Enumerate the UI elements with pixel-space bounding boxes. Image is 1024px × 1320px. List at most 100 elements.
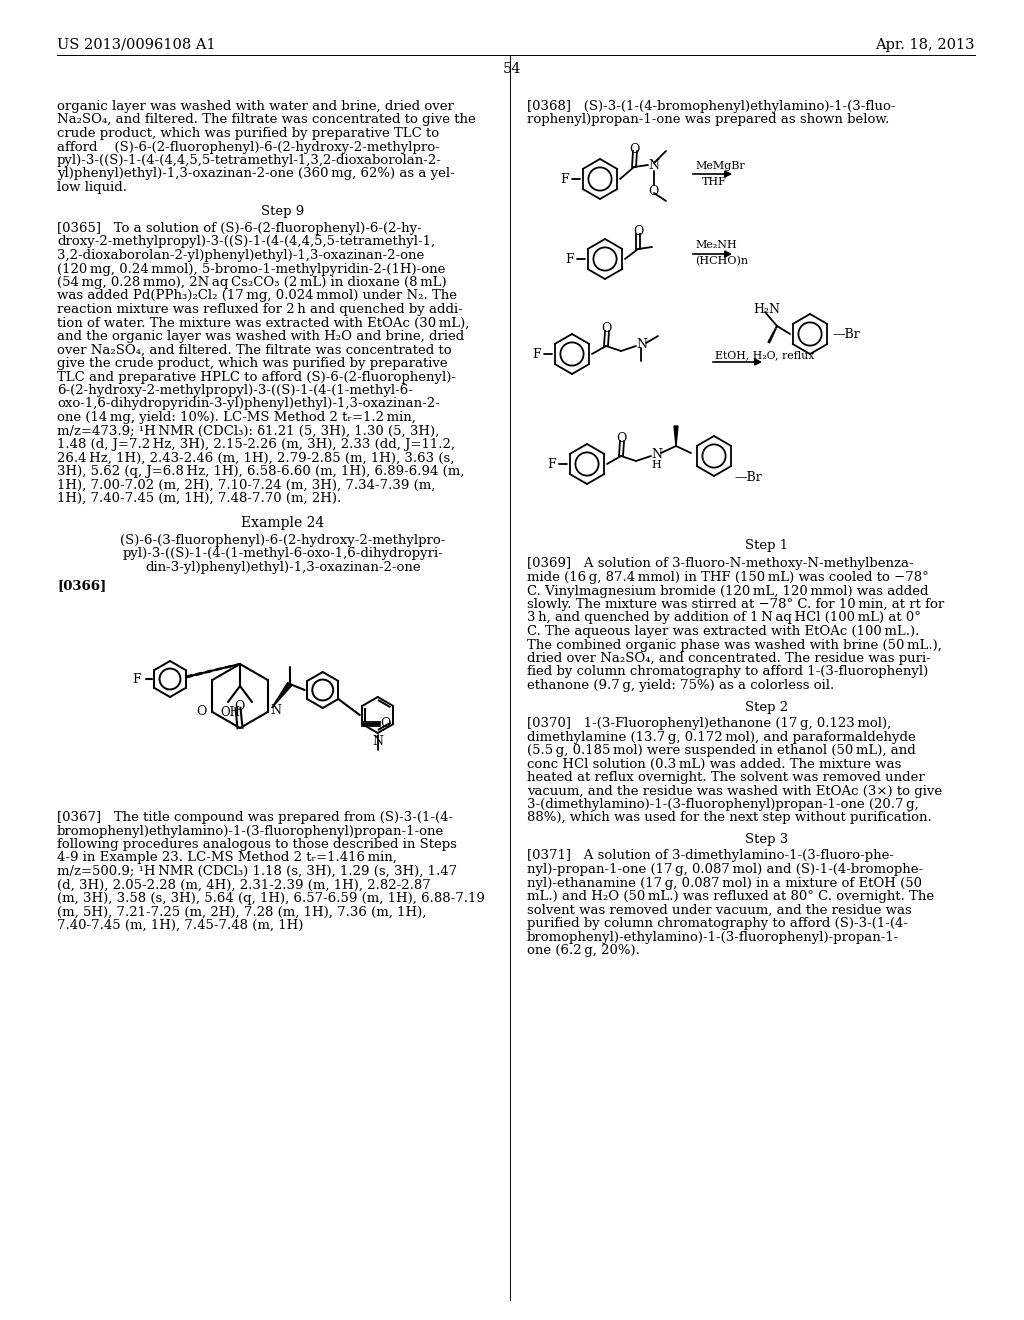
Text: solvent was removed under vacuum, and the residue was: solvent was removed under vacuum, and th… bbox=[527, 903, 911, 916]
Text: rophenyl)propan-1-one was prepared as shown below.: rophenyl)propan-1-one was prepared as sh… bbox=[527, 114, 890, 127]
Text: Step 9: Step 9 bbox=[261, 205, 304, 218]
Text: 7.40-7.45 (m, 1H), 7.45-7.48 (m, 1H): 7.40-7.45 (m, 1H), 7.45-7.48 (m, 1H) bbox=[57, 919, 303, 932]
Text: crude product, which was purified by preparative TLC to: crude product, which was purified by pre… bbox=[57, 127, 439, 140]
Text: (m, 3H), 3.58 (s, 3H), 5.64 (q, 1H), 6.57-6.59 (m, 1H), 6.88-7.19: (m, 3H), 3.58 (s, 3H), 5.64 (q, 1H), 6.5… bbox=[57, 892, 485, 906]
Text: MeMgBr: MeMgBr bbox=[695, 161, 744, 172]
Text: Me₂NH: Me₂NH bbox=[695, 240, 736, 249]
Text: (5.5 g, 0.185 mol) were suspended in ethanol (50 mL), and: (5.5 g, 0.185 mol) were suspended in eth… bbox=[527, 744, 915, 756]
Text: droxy-2-methylpropyl)-3-((S)-1-(4-(4,4,5,5-tetramethyl-1,: droxy-2-methylpropyl)-3-((S)-1-(4-(4,4,5… bbox=[57, 235, 435, 248]
Text: and the organic layer was washed with H₂O and brine, dried: and the organic layer was washed with H₂… bbox=[57, 330, 464, 343]
Text: pyl)-3-((S)-1-(4-(1-methyl-6-oxo-1,6-dihydropyri-: pyl)-3-((S)-1-(4-(1-methyl-6-oxo-1,6-dih… bbox=[123, 548, 443, 561]
Text: N: N bbox=[636, 338, 647, 351]
Text: 1H), 7.00-7.02 (m, 2H), 7.10-7.24 (m, 3H), 7.34-7.39 (m,: 1H), 7.00-7.02 (m, 2H), 7.10-7.24 (m, 3H… bbox=[57, 479, 435, 491]
Text: dried over Na₂SO₄, and concentrated. The residue was puri-: dried over Na₂SO₄, and concentrated. The… bbox=[527, 652, 931, 665]
Text: —Br: —Br bbox=[831, 327, 860, 341]
Text: F: F bbox=[132, 673, 140, 686]
Text: N: N bbox=[270, 704, 282, 717]
Text: organic layer was washed with water and brine, dried over: organic layer was washed with water and … bbox=[57, 100, 454, 114]
Text: 3H), 5.62 (q, J=6.8 Hz, 1H), 6.58-6.60 (m, 1H), 6.89-6.94 (m,: 3H), 5.62 (q, J=6.8 Hz, 1H), 6.58-6.60 (… bbox=[57, 465, 464, 478]
Text: m/z=473.9; ¹H NMR (CDCl₃): δ1.21 (5, 3H), 1.30 (5, 3H),: m/z=473.9; ¹H NMR (CDCl₃): δ1.21 (5, 3H)… bbox=[57, 425, 439, 437]
Text: —Br: —Br bbox=[734, 471, 762, 484]
Text: O: O bbox=[633, 224, 643, 238]
Text: [0368]   (S)-3-(1-(4-bromophenyl)ethylamino)-1-(3-fluo-: [0368] (S)-3-(1-(4-bromophenyl)ethylamin… bbox=[527, 100, 896, 114]
Text: (HCHO)n: (HCHO)n bbox=[695, 256, 749, 267]
Text: EtOH, H₂O, reflux: EtOH, H₂O, reflux bbox=[715, 350, 814, 360]
Text: C. Vinylmagnesium bromide (120 mL, 120 mmol) was added: C. Vinylmagnesium bromide (120 mL, 120 m… bbox=[527, 585, 929, 598]
Text: conc HCl solution (0.3 mL) was added. The mixture was: conc HCl solution (0.3 mL) was added. Th… bbox=[527, 758, 901, 771]
Text: 1.48 (d, J=7.2 Hz, 3H), 2.15-2.26 (m, 3H), 2.33 (dd, J=11.2,: 1.48 (d, J=7.2 Hz, 3H), 2.15-2.26 (m, 3H… bbox=[57, 438, 455, 451]
Text: m/z=500.9; ¹H NMR (CDCl₃) 1.18 (s, 3H), 1.29 (s, 3H), 1.47: m/z=500.9; ¹H NMR (CDCl₃) 1.18 (s, 3H), … bbox=[57, 865, 457, 878]
Text: [0371]   A solution of 3-dimethylamino-1-(3-fluoro-phe-: [0371] A solution of 3-dimethylamino-1-(… bbox=[527, 850, 894, 862]
Text: O: O bbox=[234, 700, 245, 713]
Text: O: O bbox=[616, 432, 627, 445]
Text: bromophenyl)-ethylamino)-1-(3-fluorophenyl)-propan-1-: bromophenyl)-ethylamino)-1-(3-fluorophen… bbox=[527, 931, 899, 944]
Text: Step 3: Step 3 bbox=[745, 833, 788, 846]
Text: bromophenyl)ethylamino)-1-(3-fluorophenyl)propan-1-one: bromophenyl)ethylamino)-1-(3-fluoropheny… bbox=[57, 825, 444, 837]
Text: C. The aqueous layer was extracted with EtOAc (100 mL.).: C. The aqueous layer was extracted with … bbox=[527, 624, 920, 638]
Polygon shape bbox=[674, 426, 678, 446]
Text: F: F bbox=[532, 348, 541, 360]
Text: mL.) and H₂O (50 mL.) was refluxed at 80° C. overnight. The: mL.) and H₂O (50 mL.) was refluxed at 80… bbox=[527, 890, 934, 903]
Text: O: O bbox=[648, 185, 658, 198]
Text: dimethylamine (13.7 g, 0.172 mol), and paraformaldehyde: dimethylamine (13.7 g, 0.172 mol), and p… bbox=[527, 730, 915, 743]
Text: 6-(2-hydroxy-2-methylpropyl)-3-((S)-1-(4-(1-methyl-6-: 6-(2-hydroxy-2-methylpropyl)-3-((S)-1-(4… bbox=[57, 384, 413, 397]
Text: (120 mg, 0.24 mmol), 5-bromo-1-methylpyridin-2-(1H)-one: (120 mg, 0.24 mmol), 5-bromo-1-methylpyr… bbox=[57, 263, 445, 276]
Text: vacuum, and the residue was washed with EtOAc (3×) to give: vacuum, and the residue was washed with … bbox=[527, 784, 942, 797]
Text: O: O bbox=[197, 705, 207, 718]
Text: 54: 54 bbox=[503, 62, 521, 77]
Text: [0369]   A solution of 3-fluoro-N-methoxy-N-methylbenza-: [0369] A solution of 3-fluoro-N-methoxy-… bbox=[527, 557, 913, 570]
Text: Step 1: Step 1 bbox=[745, 539, 788, 552]
Text: 3 h, and quenched by addition of 1 N aq HCl (100 mL) at 0°: 3 h, and quenched by addition of 1 N aq … bbox=[527, 611, 921, 624]
Text: following procedures analogous to those described in Steps: following procedures analogous to those … bbox=[57, 838, 457, 851]
Text: heated at reflux overnight. The solvent was removed under: heated at reflux overnight. The solvent … bbox=[527, 771, 925, 784]
Text: US 2013/0096108 A1: US 2013/0096108 A1 bbox=[57, 38, 216, 51]
Text: oxo-1,6-dihydropyridin-3-yl)phenyl)ethyl)-1,3-oxazinan-2-: oxo-1,6-dihydropyridin-3-yl)phenyl)ethyl… bbox=[57, 397, 439, 411]
Polygon shape bbox=[271, 682, 292, 708]
Text: purified by column chromatography to afford (S)-3-(1-(4-: purified by column chromatography to aff… bbox=[527, 917, 908, 931]
Text: O: O bbox=[629, 143, 639, 156]
Text: THF: THF bbox=[702, 177, 727, 187]
Text: O: O bbox=[380, 717, 390, 730]
Text: low liquid.: low liquid. bbox=[57, 181, 127, 194]
Text: [0366]: [0366] bbox=[57, 579, 106, 593]
Text: (m, 5H), 7.21-7.25 (m, 2H), 7.28 (m, 1H), 7.36 (m, 1H),: (m, 5H), 7.21-7.25 (m, 2H), 7.28 (m, 1H)… bbox=[57, 906, 426, 919]
Text: N: N bbox=[651, 447, 662, 461]
Text: (S)-6-(3-fluorophenyl)-6-(2-hydroxy-2-methylpro-: (S)-6-(3-fluorophenyl)-6-(2-hydroxy-2-me… bbox=[120, 535, 445, 546]
Text: was added Pd(PPh₃)₂Cl₂ (17 mg, 0.024 mmol) under N₂. The: was added Pd(PPh₃)₂Cl₂ (17 mg, 0.024 mmo… bbox=[57, 289, 457, 302]
Text: 3,2-dioxaborolan-2-yl)phenyl)ethyl)-1,3-oxazinan-2-one: 3,2-dioxaborolan-2-yl)phenyl)ethyl)-1,3-… bbox=[57, 249, 424, 261]
Text: reaction mixture was refluxed for 2 h and quenched by addi-: reaction mixture was refluxed for 2 h an… bbox=[57, 304, 463, 315]
Text: [0365]   To a solution of (S)-6-(2-fluorophenyl)-6-(2-hy-: [0365] To a solution of (S)-6-(2-fluorop… bbox=[57, 222, 422, 235]
Text: afford    (S)-6-(2-fluorophenyl)-6-(2-hydroxy-2-methylpro-: afford (S)-6-(2-fluorophenyl)-6-(2-hydro… bbox=[57, 140, 439, 153]
Text: yl)phenyl)ethyl)-1,3-oxazinan-2-one (360 mg, 62%) as a yel-: yl)phenyl)ethyl)-1,3-oxazinan-2-one (360… bbox=[57, 168, 455, 181]
Text: 4-9 in Example 23. LC-MS Method 2 tᵣ=1.416 min,: 4-9 in Example 23. LC-MS Method 2 tᵣ=1.4… bbox=[57, 851, 397, 865]
Text: Na₂SO₄, and filtered. The filtrate was concentrated to give the: Na₂SO₄, and filtered. The filtrate was c… bbox=[57, 114, 476, 127]
Text: 26.4 Hz, 1H), 2.43-2.46 (m, 1H), 2.79-2.85 (m, 1H), 3.63 (s,: 26.4 Hz, 1H), 2.43-2.46 (m, 1H), 2.79-2.… bbox=[57, 451, 455, 465]
Text: F: F bbox=[560, 173, 568, 186]
Text: nyl)-propan-1-one (17 g, 0.087 mol) and (S)-1-(4-bromophe-: nyl)-propan-1-one (17 g, 0.087 mol) and … bbox=[527, 863, 923, 876]
Text: one (6.2 g, 20%).: one (6.2 g, 20%). bbox=[527, 944, 640, 957]
Text: F: F bbox=[565, 253, 573, 267]
Text: Step 2: Step 2 bbox=[745, 701, 788, 714]
Text: N: N bbox=[648, 158, 659, 172]
Text: [0370]   1-(3-Fluorophenyl)ethanone (17 g, 0.123 mol),: [0370] 1-(3-Fluorophenyl)ethanone (17 g,… bbox=[527, 717, 891, 730]
Text: ethanone (9.7 g, yield: 75%) as a colorless oil.: ethanone (9.7 g, yield: 75%) as a colorl… bbox=[527, 678, 835, 692]
Text: tion of water. The mixture was extracted with EtOAc (30 mL),: tion of water. The mixture was extracted… bbox=[57, 317, 469, 330]
Text: 88%), which was used for the next step without purification.: 88%), which was used for the next step w… bbox=[527, 812, 932, 825]
Text: Apr. 18, 2013: Apr. 18, 2013 bbox=[876, 38, 975, 51]
Text: O: O bbox=[601, 322, 611, 335]
Text: give the crude product, which was purified by preparative: give the crude product, which was purifi… bbox=[57, 356, 447, 370]
Text: H₂N: H₂N bbox=[753, 304, 780, 315]
Text: one (14 mg, yield: 10%). LC-MS Method 2 tᵣ=1.2 min,: one (14 mg, yield: 10%). LC-MS Method 2 … bbox=[57, 411, 416, 424]
Text: F: F bbox=[547, 458, 556, 471]
Text: fied by column chromatography to afford 1-(3-fluorophenyl): fied by column chromatography to afford … bbox=[527, 665, 928, 678]
Text: 1H), 7.40-7.45 (m, 1H), 7.48-7.70 (m, 2H).: 1H), 7.40-7.45 (m, 1H), 7.48-7.70 (m, 2H… bbox=[57, 492, 341, 506]
Text: nyl)-ethanamine (17 g, 0.087 mol) in a mixture of EtOH (50: nyl)-ethanamine (17 g, 0.087 mol) in a m… bbox=[527, 876, 922, 890]
Text: din-3-yl)phenyl)ethyl)-1,3-oxazinan-2-one: din-3-yl)phenyl)ethyl)-1,3-oxazinan-2-on… bbox=[145, 561, 421, 574]
Text: OH: OH bbox=[220, 706, 240, 719]
Text: 3-(dimethylamino)-1-(3-fluorophenyl)propan-1-one (20.7 g,: 3-(dimethylamino)-1-(3-fluorophenyl)prop… bbox=[527, 799, 919, 810]
Text: The combined organic phase was washed with brine (50 mL.),: The combined organic phase was washed wi… bbox=[527, 639, 942, 652]
Text: (d, 3H), 2.05-2.28 (m, 4H), 2.31-2.39 (m, 1H), 2.82-2.87: (d, 3H), 2.05-2.28 (m, 4H), 2.31-2.39 (m… bbox=[57, 879, 431, 891]
Text: slowly. The mixture was stirred at −78° C. for 10 min, at rt for: slowly. The mixture was stirred at −78° … bbox=[527, 598, 944, 611]
Text: pyl)-3-((S)-1-(4-(4,4,5,5-tetramethyl-1,3,2-dioxaborolan-2-: pyl)-3-((S)-1-(4-(4,4,5,5-tetramethyl-1,… bbox=[57, 154, 442, 168]
Text: mide (16 g, 87.4 mmol) in THF (150 mL) was cooled to −78°: mide (16 g, 87.4 mmol) in THF (150 mL) w… bbox=[527, 572, 929, 583]
